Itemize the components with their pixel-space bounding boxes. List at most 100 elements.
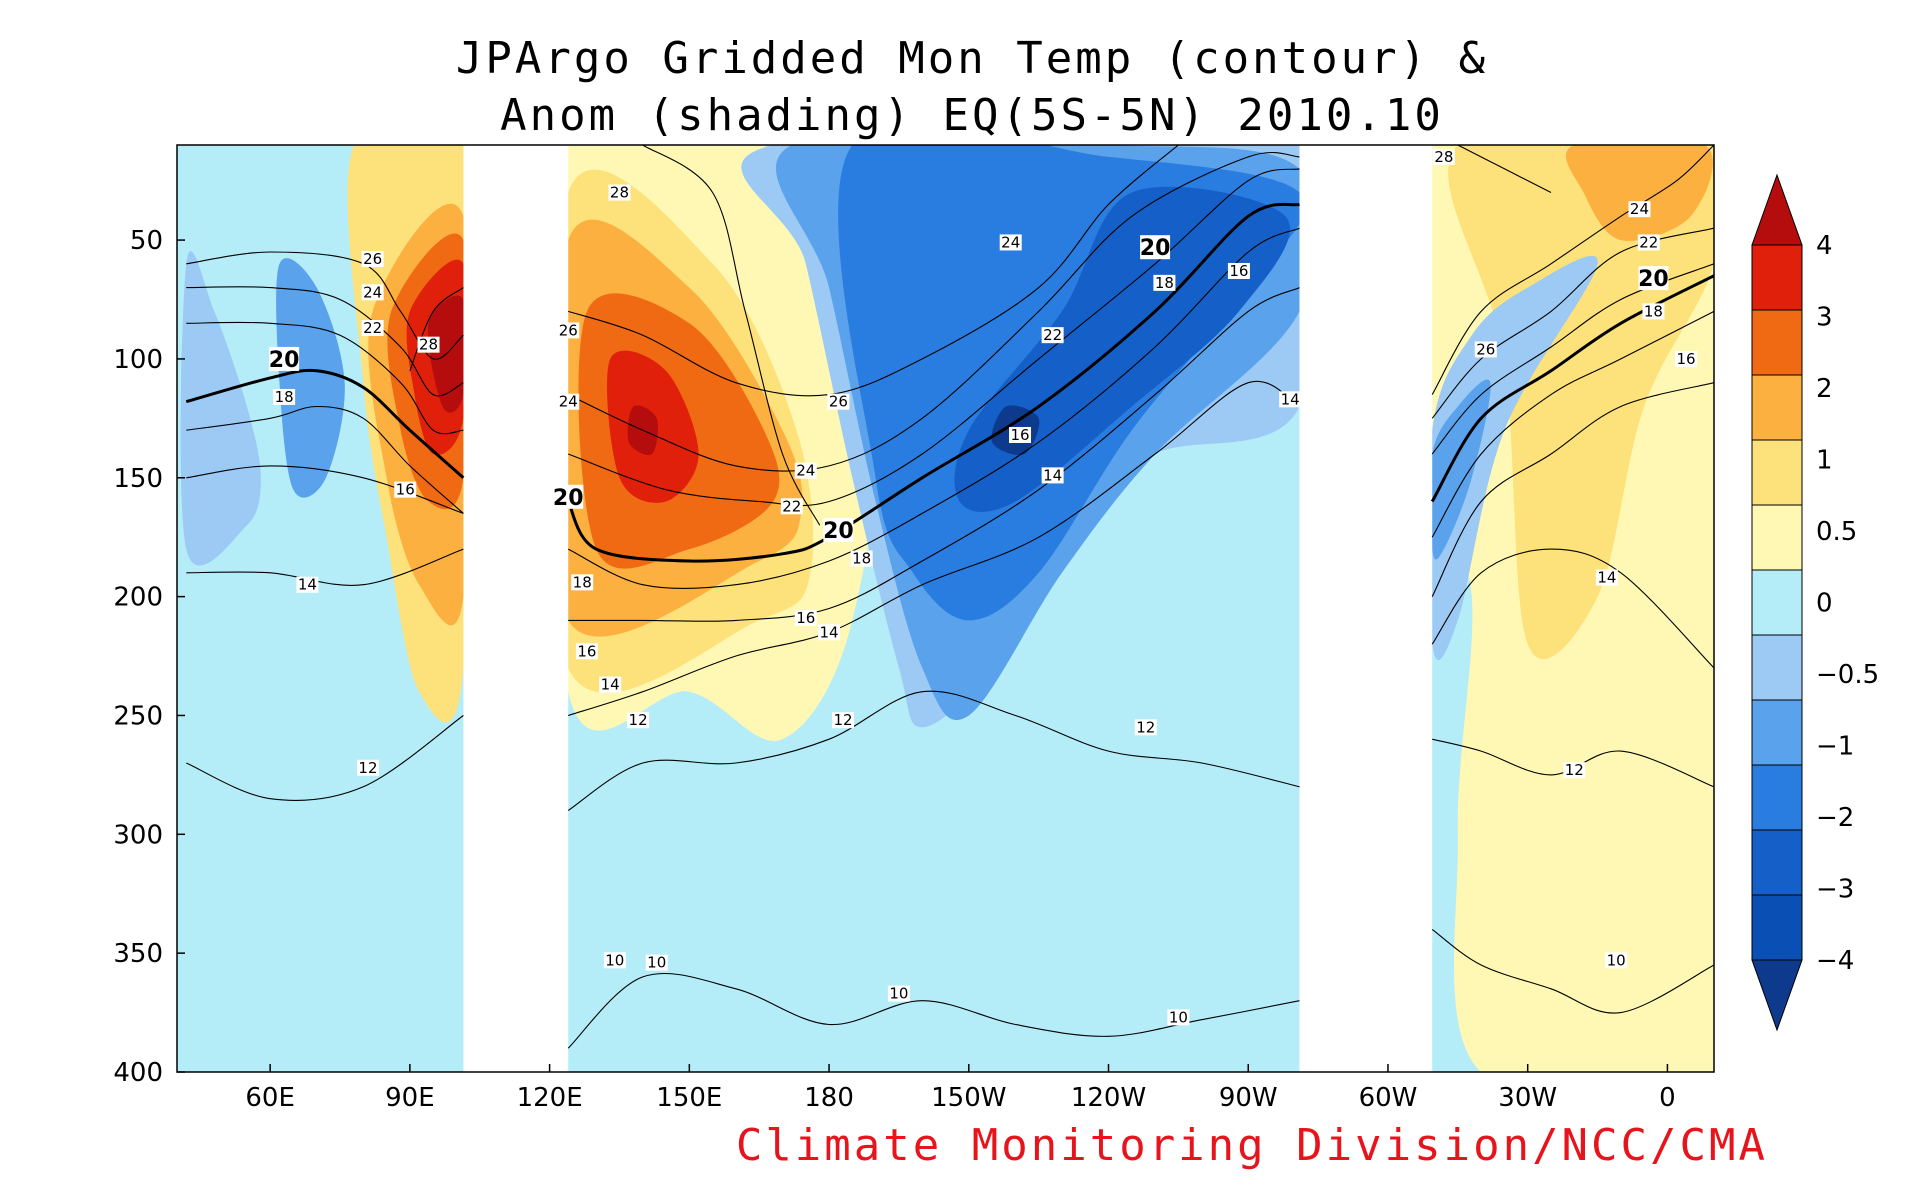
colorbar-box-3 <box>1751 439 1803 506</box>
contour-26-segment-2 <box>1431 145 1714 395</box>
plot-area: 28 28 28 26 26 26 26 24 24 24 24 24 22 22 22 22 20 20 20 20… <box>177 145 1714 1072</box>
contour-label-23: 18 <box>850 550 873 568</box>
contour-label-text-24: 18 <box>1155 274 1174 292</box>
contour-label-3: 26 <box>361 250 384 268</box>
contour-label-37: 14 <box>1595 569 1618 587</box>
y-tick-label-1: 100 <box>113 345 163 375</box>
contour-label-text-5: 26 <box>829 393 848 411</box>
contour-label-text-41: 12 <box>1136 718 1155 736</box>
contour-label-22: 18 <box>571 573 594 591</box>
contour-label-26: 16 <box>394 481 417 499</box>
anomaly-region-16 <box>954 186 1291 512</box>
contour-label-text-33: 14 <box>601 676 620 694</box>
y-tick-label-7: 400 <box>113 1058 163 1088</box>
contour-label-20: 20 <box>1638 266 1669 292</box>
contour-label-12: 22 <box>361 319 384 337</box>
colorbar-label-2: −2 <box>1816 803 1854 833</box>
colorbar-box-9 <box>1751 829 1803 896</box>
contour-label-43: 10 <box>603 951 626 969</box>
contour-label-text-0: 28 <box>610 184 629 202</box>
x-tick-label-3: 150E <box>656 1083 722 1113</box>
contour-label-text-30: 16 <box>1229 262 1248 280</box>
contour-label-text-6: 26 <box>1476 340 1495 358</box>
contour-22-segment-0 <box>186 321 464 435</box>
y-axis: 50 100 150 200 250 300 350 400 <box>113 226 185 1088</box>
anomaly-region-21 <box>1428 255 1598 661</box>
contour-label-text-39: 12 <box>629 711 648 729</box>
colorbar-box-5 <box>1751 569 1803 636</box>
x-tick-label-4: 180 <box>804 1083 854 1113</box>
contour-label-text-14: 22 <box>1043 326 1062 344</box>
contour-label-text-1: 28 <box>419 336 438 354</box>
colorbar-label-8: 2 <box>1816 374 1833 404</box>
contour-label-text-4: 26 <box>559 321 578 339</box>
contour-label-30: 16 <box>1227 262 1250 280</box>
contour-label-25: 18 <box>1642 302 1665 320</box>
contour-label-text-23: 18 <box>852 550 871 568</box>
contour-label-14: 22 <box>1041 326 1064 344</box>
contour-label-5: 26 <box>827 393 850 411</box>
contour-label-34: 14 <box>818 623 841 641</box>
colorbar-label-10: 4 <box>1816 231 1833 261</box>
contour-label-15: 22 <box>1637 233 1660 251</box>
contour-label-text-37: 14 <box>1597 569 1616 587</box>
y-tick-label-6: 350 <box>113 939 163 969</box>
contour-12-segment-0 <box>186 715 464 802</box>
contour-label-text-44: 10 <box>647 954 666 972</box>
contour-label-text-17: 20 <box>553 486 584 511</box>
y-tick-label-5: 300 <box>113 820 163 850</box>
x-axis: 60E 90E 120E 150E 180 150W 120W 90W 60W 30W 0 <box>245 1064 1676 1113</box>
contour-label-text-12: 22 <box>363 319 382 337</box>
land-mask <box>463 145 1433 1072</box>
contour-label-text-47: 10 <box>1607 951 1626 969</box>
colorbar-arrow-high <box>1751 173 1803 246</box>
contour-label-text-38: 12 <box>358 759 377 777</box>
contour-label-39: 12 <box>627 711 650 729</box>
colorbar-label-9: 3 <box>1816 303 1833 333</box>
contour-20-segment-0 <box>185 368 465 479</box>
x-tick-label-10: 0 <box>1659 1083 1676 1113</box>
contour-28-segment-2 <box>1457 145 1552 193</box>
contour-label-7: 24 <box>361 283 384 301</box>
anomaly-region-6 <box>427 295 467 413</box>
contour-label-text-7: 24 <box>363 283 382 301</box>
y-tick-label-0: 50 <box>130 226 163 256</box>
plot-frame <box>176 144 1715 1073</box>
contour-label-text-34: 14 <box>820 623 839 641</box>
contour-label-6: 26 <box>1474 340 1497 358</box>
contour-label-text-20: 20 <box>1638 267 1669 292</box>
colorbar-box-10 <box>1751 894 1803 961</box>
contour-label-32: 14 <box>296 576 319 594</box>
contour-label-18: 20 <box>823 518 854 544</box>
contour-label-4: 26 <box>557 321 580 339</box>
contour-label-46: 10 <box>1167 1008 1190 1026</box>
contour-label-text-21: 18 <box>275 388 294 406</box>
contour-label-11: 24 <box>1628 200 1651 218</box>
contour-24-segment-0 <box>186 286 464 397</box>
y-tick-label-2: 150 <box>113 464 163 494</box>
contour-label-40: 12 <box>832 711 855 729</box>
colorbar-label-3: −1 <box>1816 732 1854 762</box>
contour-label-text-45: 10 <box>889 985 908 1003</box>
x-tick-label-7: 90W <box>1219 1083 1278 1113</box>
contour-label-19: 20 <box>1140 235 1170 261</box>
contour-label-text-18: 20 <box>823 519 854 544</box>
contour-label-36: 14 <box>1279 390 1302 408</box>
anomaly-region-20 <box>1565 145 1713 241</box>
colorbar-box-7 <box>1751 699 1803 766</box>
colorbar-box-2 <box>1751 374 1803 441</box>
contour-28-segment-1 <box>642 145 821 526</box>
contour-18-segment-1 <box>567 227 1300 589</box>
contour-label-text-46: 10 <box>1169 1008 1188 1026</box>
contour-18-segment-0 <box>186 405 464 514</box>
contour-label-24: 18 <box>1153 274 1176 292</box>
contour-12-segment-2 <box>1432 738 1714 788</box>
colorbar-label-5: 0 <box>1816 589 1833 619</box>
x-tick-label-2: 120E <box>517 1083 583 1113</box>
y-tick-label-4: 250 <box>113 701 163 731</box>
contour-16-segment-1 <box>568 287 1300 622</box>
contour-label-47: 10 <box>1605 951 1628 969</box>
chart-title-line-1: JPArgo Gridded Mon Temp (contour) & <box>456 33 1488 84</box>
x-tick-label-1: 90E <box>385 1083 435 1113</box>
contour-label-21: 18 <box>273 388 296 406</box>
